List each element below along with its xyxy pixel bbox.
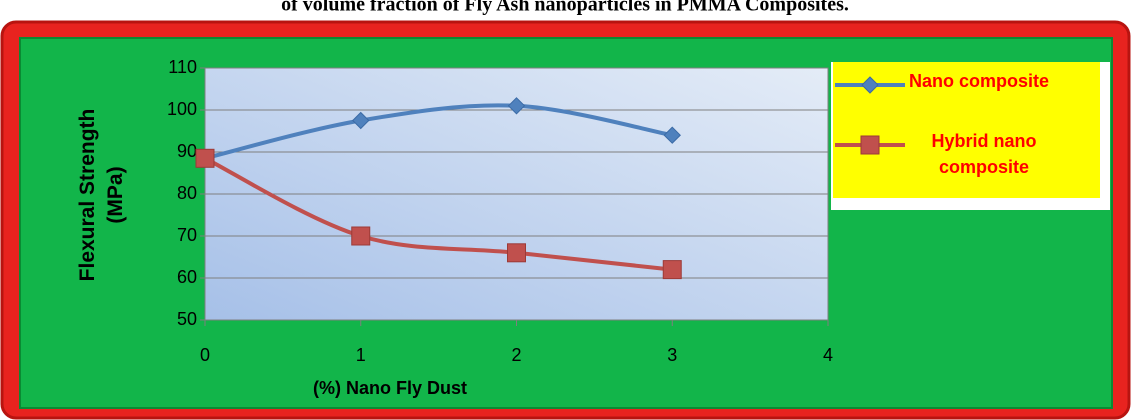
series-line (204, 156, 673, 272)
series-line (204, 103, 673, 161)
point (351, 226, 371, 246)
y-axis-title: Flexural Strength (MPa) (76, 109, 127, 282)
point (860, 135, 880, 155)
legend-box: Nano composite Hybrid nano composite (833, 62, 1100, 198)
x-tick-label: 1 (356, 345, 366, 365)
point (663, 126, 681, 144)
x-tick-label: 0 (200, 345, 210, 365)
y-tick-label: 80 (177, 183, 197, 203)
legend: Nano composite Hybrid nano composite (831, 62, 1110, 210)
point (507, 243, 526, 263)
y-tick-label: 90 (177, 141, 197, 161)
point (507, 97, 526, 115)
legend-label: Hybrid nano composite (931, 131, 1037, 177)
y-tick-label: 110 (168, 57, 197, 77)
point (861, 76, 879, 94)
chart-title: of volume fraction of Fly Ash nanopartic… (281, 0, 849, 16)
y-tick-label: 100 (167, 99, 197, 119)
y-tick-label: 70 (177, 225, 197, 245)
x-tick-label: 2 (511, 345, 521, 365)
x-tick-label: 3 (667, 345, 677, 365)
y-tick-label: 50 (177, 309, 197, 329)
legend-key (835, 76, 905, 94)
y-tick-label: 60 (177, 267, 197, 287)
point (352, 111, 370, 130)
x-tick-label: 4 (823, 345, 833, 365)
legend-key (835, 135, 905, 155)
legend-label: Nano composite (909, 71, 1050, 91)
point (195, 148, 215, 168)
x-axis-title: (%) Nano Fly Dust (313, 378, 467, 398)
point (662, 260, 682, 280)
